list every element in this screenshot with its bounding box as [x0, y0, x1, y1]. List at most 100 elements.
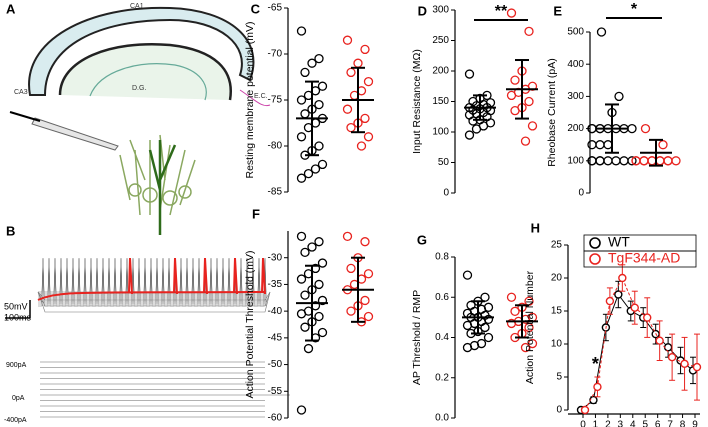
data-point [363, 76, 374, 87]
annotation: * [592, 354, 599, 374]
data-point [346, 122, 356, 133]
data-point [627, 123, 637, 134]
trace [37, 291, 271, 313]
y-tick-label: 200 [432, 66, 449, 77]
panel-label: F [252, 206, 260, 221]
y-axis-label: Resting membrane potential (mV) [244, 22, 256, 179]
panel-b: B 50mV 100ms 900pA 0pA -400pA [4, 223, 290, 424]
y-tick-label: 0.8 [435, 252, 449, 263]
y-tick-label: -60 [268, 413, 283, 424]
y-tick-label: 0 [556, 405, 562, 416]
data-point [360, 237, 370, 247]
data-point [643, 313, 652, 322]
data-point [296, 274, 307, 284]
data-point [524, 322, 534, 333]
step-label: 0pA [12, 395, 25, 402]
data-point [300, 290, 310, 300]
data-point [692, 362, 702, 372]
data-point [510, 106, 520, 116]
fibers [239, 89, 271, 107]
region-label: CA1 [130, 3, 144, 10]
data-point [360, 113, 370, 124]
data-point [342, 104, 353, 114]
y-tick-label: 400 [567, 59, 584, 70]
y-tick-label: -50 [268, 359, 283, 370]
y-tick-label: 300 [432, 5, 449, 16]
y-tick-label: -75 [268, 95, 283, 106]
data-point [363, 269, 374, 279]
legend-swatch [589, 237, 601, 249]
legend-label: TgF344-AD [608, 250, 680, 266]
data-point [342, 231, 353, 241]
data-point [595, 156, 605, 166]
data-point [527, 121, 538, 131]
data-point [595, 140, 605, 150]
sig-label: ** [495, 3, 508, 20]
data-point [300, 322, 310, 332]
dentate [58, 43, 232, 101]
trace [173, 257, 178, 295]
trace [128, 257, 133, 295]
y-tick-label: 250 [432, 35, 449, 46]
y-tick-label: 10 [551, 339, 563, 350]
legend-frame [583, 250, 697, 268]
y-tick-label: 500 [567, 27, 584, 38]
ca-region [28, 6, 255, 96]
y-tick-label: 300 [567, 91, 584, 102]
x-tick-label: 4 [630, 420, 636, 427]
data-point [342, 35, 353, 45]
y-axis-label: Action Potential Number [524, 270, 536, 384]
trace [233, 257, 238, 295]
y-tick-label: 25 [551, 240, 563, 251]
data-point [640, 123, 651, 134]
data-point [680, 359, 689, 368]
x-tick-label: 6 [655, 420, 661, 427]
data-point [303, 343, 314, 354]
data-point [655, 336, 664, 345]
x-tick-label: 8 [680, 420, 686, 427]
scale-label: 50mV [4, 301, 28, 311]
region-label: D.G. [132, 85, 146, 92]
neurons [119, 134, 196, 235]
data-point [618, 273, 627, 283]
data-point [464, 130, 475, 140]
x-tick-label: 5 [642, 420, 648, 427]
y-tick-label: 0.6 [435, 292, 449, 303]
panel-label: H [531, 220, 540, 235]
data-point [580, 405, 590, 415]
data-point [639, 156, 649, 166]
data-point [603, 140, 613, 150]
data-point [314, 53, 324, 64]
data-point [603, 156, 613, 166]
y-tick-label: -30 [268, 252, 283, 263]
x-tick-label: 1 [593, 420, 599, 427]
y-tick-label: -55 [268, 386, 283, 397]
y-tick-label: -45 [268, 332, 283, 343]
x-tick-label: 9 [692, 420, 698, 427]
data-point [296, 26, 307, 36]
y-tick-label: 0.2 [435, 372, 449, 383]
y-tick-label: 20 [551, 273, 563, 284]
data-point [300, 67, 310, 78]
data-point [314, 311, 324, 322]
data-point [587, 140, 597, 150]
data-point [671, 156, 681, 166]
data-point [658, 140, 668, 150]
trace [203, 257, 208, 295]
data-point [317, 258, 328, 268]
data-point [483, 332, 494, 343]
y-axis-label: Action Potential Threshold (mV) [244, 250, 256, 398]
region-label: E.C. [254, 93, 268, 100]
x-tick-label: 3 [618, 420, 624, 427]
x-tick-label: 2 [605, 420, 611, 427]
data-point [356, 141, 367, 151]
y-tick-label: 100 [567, 155, 584, 166]
fibers [89, 63, 207, 101]
data-point [462, 270, 473, 280]
panel-label: C [251, 1, 261, 16]
panel-a: A CA1 CA3 D.G. E.C. [6, 1, 271, 235]
y-tick-label: -40 [268, 306, 283, 317]
data-point [300, 109, 310, 119]
data-point [524, 26, 534, 37]
data-point [296, 95, 307, 105]
